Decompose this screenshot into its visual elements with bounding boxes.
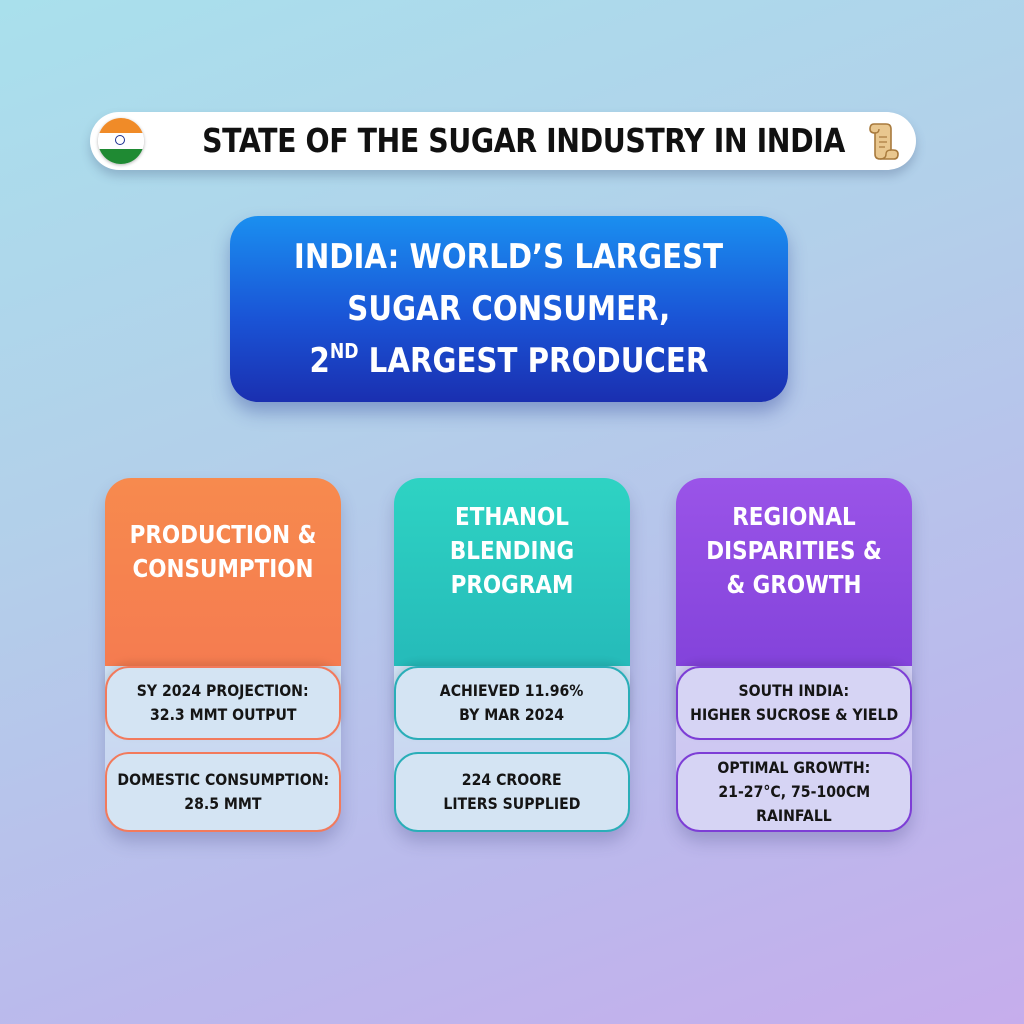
info-pill-line: RAINFALL	[756, 806, 832, 825]
headline-line-2: SUGAR CONSUMER,	[347, 289, 671, 329]
info-pill-line: ACHIEVED 11.96%	[440, 681, 584, 700]
info-pill-line: 21-27°C, 75-100CM	[718, 782, 870, 801]
india-flag-icon	[98, 118, 144, 164]
info-pill: OPTIMAL GROWTH: 21-27°C, 75-100CM RAINFA…	[676, 752, 912, 832]
info-pill-line: SOUTH INDIA:	[738, 681, 850, 700]
info-pill-line: BY MAR 2024	[459, 705, 565, 724]
card-title: ETHANOL BLENDING PROGRAM	[394, 500, 630, 602]
info-pill-line: 224 CROORE	[462, 770, 562, 789]
card-title-line: CONSUMPTION	[132, 554, 314, 583]
title-banner: STATE OF THE SUGAR INDUSTRY IN INDIA	[90, 112, 916, 170]
card-title-line: PROGRAM	[450, 570, 574, 599]
card-title: REGIONAL DISPARITIES & & GROWTH	[676, 500, 912, 602]
card-title-line: & GROWTH	[726, 570, 862, 599]
headline-box: INDIA: WORLD’S LARGEST SUGAR CONSUMER, 2…	[230, 216, 788, 402]
headline-line-3-suffix: ND	[329, 339, 359, 363]
card-title-line: BLENDING	[449, 536, 575, 565]
info-pill-line: SY 2024 PROJECTION:	[137, 681, 309, 700]
card-ethanol-blending: ETHANOL BLENDING PROGRAM ACHIEVED 11.96%…	[394, 478, 630, 832]
card-regional-disparities: REGIONAL DISPARITIES & & GROWTH SOUTH IN…	[676, 478, 912, 832]
headline-line-3-rest: LARGEST PRODUCER	[358, 341, 709, 381]
info-pill: 224 CROORE LITERS SUPPLIED	[394, 752, 630, 832]
info-pill-line: DOMESTIC CONSUMPTION:	[117, 770, 329, 789]
headline-line-3: 2ND LARGEST PRODUCER	[310, 335, 709, 387]
headline-line-3-prefix: 2	[309, 341, 330, 381]
card-title-line: REGIONAL	[732, 502, 856, 531]
card-title-line: DISPARITIES &	[706, 536, 882, 565]
scroll-icon	[869, 123, 899, 160]
info-pill-line: OPTIMAL GROWTH:	[717, 758, 871, 777]
info-pill-line: HIGHER SUCROSE & YIELD	[690, 705, 899, 724]
info-pill-line: 32.3 MMT OUTPUT	[149, 705, 297, 724]
info-pill: SOUTH INDIA: HIGHER SUCROSE & YIELD	[676, 666, 912, 740]
info-pill: SY 2024 PROJECTION: 32.3 MMT OUTPUT	[105, 666, 341, 740]
info-pill: ACHIEVED 11.96% BY MAR 2024	[394, 666, 630, 740]
card-title-line: PRODUCTION &	[129, 520, 317, 549]
info-pill-line: LITERS SUPPLIED	[443, 794, 581, 813]
info-pill: DOMESTIC CONSUMPTION: 28.5 MMT	[105, 752, 341, 832]
card-production-consumption: PRODUCTION & CONSUMPTION SY 2024 PROJECT…	[105, 478, 341, 832]
card-title-line: ETHANOL	[455, 502, 569, 531]
info-pill-line: 28.5 MMT	[184, 794, 262, 813]
card-title: PRODUCTION & CONSUMPTION	[105, 518, 341, 586]
headline-line-1: INDIA: WORLD’S LARGEST	[294, 237, 724, 277]
page-title: STATE OF THE SUGAR INDUSTRY IN INDIA	[202, 121, 845, 160]
